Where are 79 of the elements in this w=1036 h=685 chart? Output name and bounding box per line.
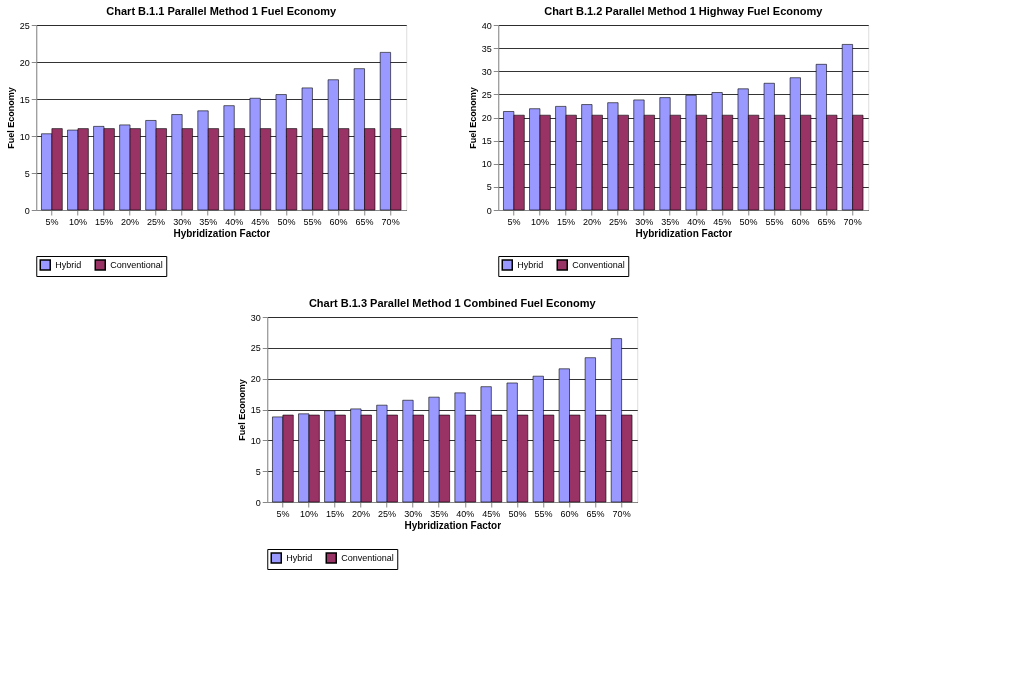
x-tick-label: 40% xyxy=(225,216,244,227)
x-tick-label: 15% xyxy=(94,216,113,227)
legend-label: Conventional xyxy=(110,260,163,270)
x-tick-label: 20% xyxy=(352,508,371,519)
x-tick-label: 5% xyxy=(507,216,521,227)
x-tick-label: 25% xyxy=(147,216,166,227)
x-tick-label: 40% xyxy=(456,508,475,519)
y-tick-label: 0 xyxy=(24,205,30,216)
x-tick-label: 65% xyxy=(355,216,374,227)
y-tick-label: 10 xyxy=(250,435,261,446)
x-tick-label: 70% xyxy=(381,216,400,227)
legend-label: Hybrid xyxy=(286,553,313,563)
y-tick-label: 5 xyxy=(24,168,30,179)
legend-label: Conventional xyxy=(341,553,394,563)
y-tick-label: 25 xyxy=(19,20,30,31)
chart-title: Chart B.1.3 Parallel Method 1 Combined Fuel Economy xyxy=(308,297,597,309)
y-tick-label: 15 xyxy=(481,136,492,147)
y-tick-label: 20 xyxy=(19,57,30,68)
y-axis-title: Fuel Economy xyxy=(236,379,247,441)
y-tick-label: 35 xyxy=(481,43,492,54)
x-tick-label: 60% xyxy=(329,216,348,227)
y-axis-title: Fuel Economy xyxy=(5,87,16,149)
x-tick-label: 55% xyxy=(303,216,322,227)
x-tick-label: 5% xyxy=(45,216,59,227)
x-tick-label: 30% xyxy=(635,216,654,227)
x-axis-title: Hybridization Factor xyxy=(404,519,502,531)
x-tick-label: 15% xyxy=(325,508,344,519)
legend-label: Hybrid xyxy=(55,260,82,270)
x-axis-title: Hybridization Factor xyxy=(173,227,271,239)
x-tick-label: 60% xyxy=(791,216,810,227)
legend-label: Hybrid xyxy=(517,260,544,270)
y-tick-label: 5 xyxy=(486,182,492,193)
x-tick-label: 50% xyxy=(277,216,296,227)
y-tick-label: 15 xyxy=(250,405,261,415)
x-tick-label: 30% xyxy=(173,216,192,227)
y-tick-label: 10 xyxy=(481,159,492,170)
y-tick-label: 0 xyxy=(255,497,261,508)
y-tick-label: 5 xyxy=(255,466,261,477)
x-tick-label: 70% xyxy=(612,508,631,519)
y-tick-label: 25 xyxy=(250,343,261,354)
y-tick-label: 30 xyxy=(481,66,492,77)
x-tick-label: 55% xyxy=(534,508,553,519)
x-tick-label: 50% xyxy=(739,216,758,227)
x-tick-label: 35% xyxy=(661,216,680,227)
x-tick-label: 35% xyxy=(199,216,218,227)
x-tick-label: 60% xyxy=(560,508,579,519)
y-tick-label: 30 xyxy=(250,312,261,323)
x-tick-label: 70% xyxy=(843,216,862,227)
x-tick-label: 30% xyxy=(404,508,423,519)
x-tick-label: 20% xyxy=(121,216,140,227)
x-tick-label: 45% xyxy=(713,216,732,227)
y-axis-title: Fuel Economy xyxy=(467,87,478,149)
x-tick-label: 50% xyxy=(508,508,527,519)
x-tick-label: 65% xyxy=(586,508,605,519)
x-tick-label: 20% xyxy=(583,216,602,227)
x-tick-label: 45% xyxy=(251,216,270,227)
y-tick-label: 25 xyxy=(481,89,492,100)
x-axis-title: Hybridization Factor xyxy=(635,227,733,239)
y-tick-label: 40 xyxy=(481,20,492,31)
x-tick-label: 10% xyxy=(299,508,318,519)
x-tick-label: 25% xyxy=(378,508,397,519)
y-tick-label: 20 xyxy=(250,374,261,385)
y-tick-label: 20 xyxy=(481,113,492,123)
x-tick-label: 65% xyxy=(817,216,836,227)
y-tick-label: 0 xyxy=(486,205,492,216)
x-tick-label: 5% xyxy=(276,508,290,519)
y-tick-label: 10 xyxy=(19,131,30,142)
x-tick-label: 15% xyxy=(556,216,575,227)
x-tick-label: 35% xyxy=(430,508,449,519)
x-tick-label: 45% xyxy=(482,508,501,519)
x-tick-label: 10% xyxy=(68,216,87,227)
legend-label: Conventional xyxy=(572,260,625,270)
x-tick-label: 10% xyxy=(530,216,549,227)
chart-title: Chart B.1.2 Parallel Method 1 Highway Fuel Economy xyxy=(544,5,824,17)
chart-title: Chart B.1.1 Parallel Method 1 Fuel Economy xyxy=(106,5,338,17)
x-tick-label: 55% xyxy=(765,216,784,227)
y-tick-label: 15 xyxy=(19,94,30,105)
x-tick-label: 25% xyxy=(609,216,628,227)
x-tick-label: 40% xyxy=(687,216,706,227)
